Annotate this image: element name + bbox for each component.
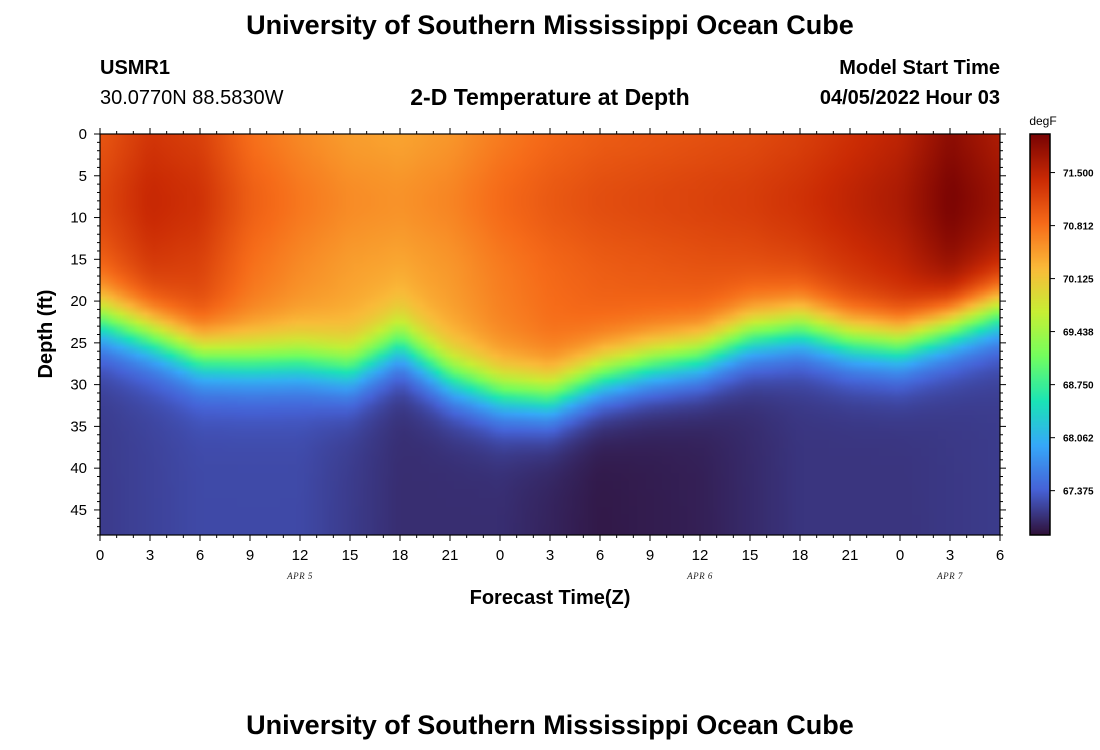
x-axis-title: Forecast Time(Z) <box>470 587 631 609</box>
date-label: APR 7 <box>936 571 963 581</box>
x-tick-label: 18 <box>392 547 409 564</box>
y-tick-label: 20 <box>70 293 87 310</box>
y-tick-label: 45 <box>70 502 87 519</box>
colorbar-tick-label: 69.438 <box>1063 328 1094 339</box>
colorbar-tick-label: 71.500 <box>1063 169 1094 180</box>
colorbar-tick-label: 68.750 <box>1063 381 1094 392</box>
x-tick-label: 15 <box>342 547 359 564</box>
y-axis: 0 5 10 15 20 25 30 35 40 45 <box>70 126 1006 536</box>
colorbar-tick-label: 70.125 <box>1063 275 1094 286</box>
y-tick-label: 15 <box>70 251 87 268</box>
y-tick-label: 30 <box>70 377 87 394</box>
footer-title: University of Southern Mississippi Ocean… <box>246 710 854 740</box>
plot-title: 2-D Temperature at Depth <box>410 84 690 110</box>
colorbar-ticks: 71.500 70.812 70.125 69.438 68.750 68.062 67.3… <box>1050 169 1094 498</box>
x-tick-label: 6 <box>196 547 204 564</box>
colorbar-tick-label: 70.812 <box>1063 222 1094 233</box>
x-tick-label: 0 <box>896 547 904 564</box>
x-tick-label: 18 <box>792 547 809 564</box>
x-tick-label: 0 <box>496 547 504 564</box>
y-tick-label: 35 <box>70 418 87 435</box>
y-tick-label: 5 <box>79 168 87 185</box>
y-tick-label: 0 <box>79 126 87 143</box>
date-label: APR 6 <box>686 571 713 581</box>
station-id: USMR1 <box>100 57 171 79</box>
x-tick-label: 6 <box>596 547 604 564</box>
x-tick-label: 9 <box>246 547 254 564</box>
y-tick-label: 40 <box>70 460 87 477</box>
x-tick-label: 3 <box>946 547 954 564</box>
x-tick-label: 21 <box>442 547 459 564</box>
x-tick-label: 12 <box>292 547 309 564</box>
x-tick-label: 3 <box>546 547 554 564</box>
x-tick-label: 9 <box>646 547 654 564</box>
model-start-label: Model Start Time <box>839 57 1000 79</box>
x-tick-label: 3 <box>146 547 154 564</box>
colorbar-tick-label: 68.062 <box>1063 434 1094 445</box>
model-start-value: 04/05/2022 Hour 03 <box>819 87 1000 109</box>
y-axis-title: Depth (ft) <box>35 290 57 379</box>
colorbar-unit: degF <box>1029 114 1056 128</box>
x-axis: 0 3 6 9 12 15 18 21 0 3 6 9 12 15 18 21 0 3 6 APR 5 APR 6 APR… <box>96 128 1004 581</box>
page-title: University of Southern Mississippi Ocean… <box>246 10 854 40</box>
y-tick-label: 10 <box>70 210 87 227</box>
heatmap-image <box>100 134 1000 535</box>
colorbar-tick-label: 67.375 <box>1063 487 1094 498</box>
y-tick-label: 25 <box>70 335 87 352</box>
x-tick-label: 12 <box>692 547 709 564</box>
colorbar-frame <box>1029 133 1051 536</box>
x-tick-label: 0 <box>96 547 104 564</box>
x-tick-label: 15 <box>742 547 759 564</box>
x-tick-label: 6 <box>996 547 1004 564</box>
date-label: APR 5 <box>286 571 313 581</box>
station-coordinates: 30.0770N 88.5830W <box>100 87 284 109</box>
x-tick-label: 21 <box>842 547 859 564</box>
colorbar-gradient <box>1030 134 1050 535</box>
